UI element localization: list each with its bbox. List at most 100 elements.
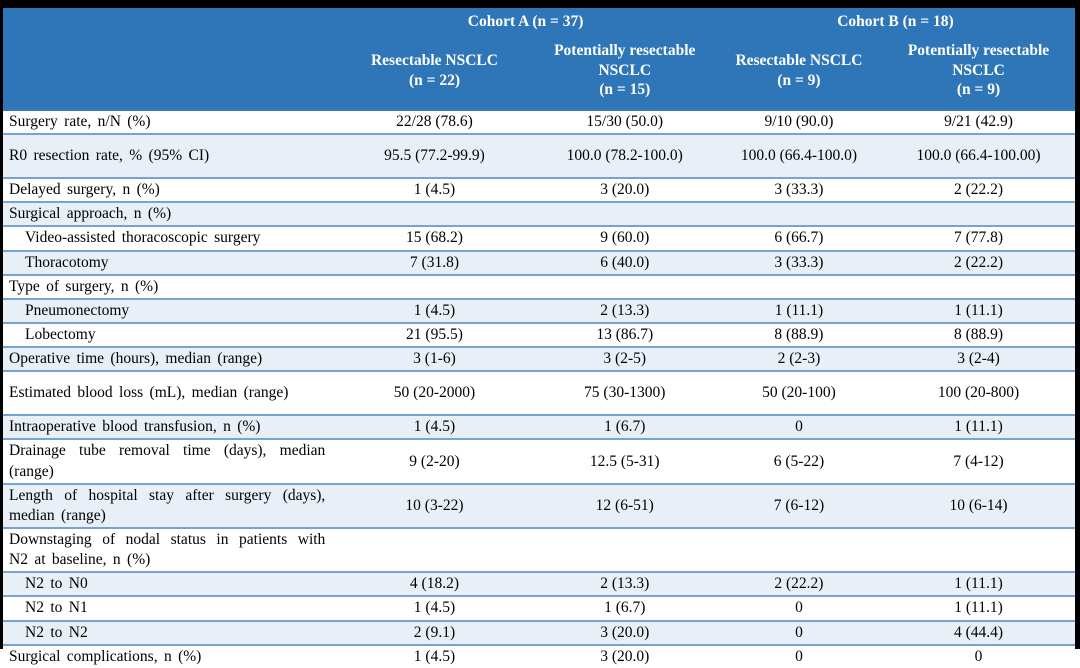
row-label: N2 to N1	[25, 599, 88, 617]
value-cell: 100.0 (66.4-100.0)	[740, 147, 858, 165]
value-cell: 9 (60.0)	[600, 229, 650, 247]
value-cell: 1 (11.1)	[954, 575, 1003, 593]
value-cell: 1 (4.5)	[413, 181, 456, 199]
column-n: (n = 9)	[956, 81, 1001, 99]
subgroup-header-row: Resectable NSCLC (n = 22) Potentially re…	[3, 32, 1075, 110]
value-cell	[335, 275, 533, 299]
value-cell: 21 (95.5)	[406, 326, 463, 344]
table-row: N2 to N2 2 (9.1) 3 (20.0) 0 4 (44.4)	[3, 620, 1075, 645]
value-cell	[534, 528, 716, 572]
row-label: Surgery rate, n/N (%)	[9, 113, 151, 130]
value-cell: 2 (13.3)	[600, 575, 650, 593]
value-cell: 7 (4-12)	[953, 452, 1004, 470]
value-cell: 3 (2-4)	[957, 350, 1000, 368]
value-cell: 1 (4.5)	[413, 599, 456, 617]
value-cell: 100 (20-800)	[937, 384, 1020, 402]
table-row: Video-assisted thoracoscopic surgery 15 …	[3, 226, 1075, 250]
table-row: N2 to N0 4 (18.2) 2 (13.3) 2 (22.2) 1 (1…	[3, 572, 1075, 597]
column-n: (n = 15)	[599, 81, 651, 99]
row-label: Length of hospital stay after surgery (d…	[9, 486, 326, 524]
value-cell	[882, 528, 1075, 572]
row-label: Delayed surgery, n (%)	[9, 181, 160, 199]
table-row: Operative time (hours), median (range) 3…	[3, 347, 1075, 372]
row-label: N2 to N2	[25, 623, 88, 641]
value-cell: 1 (4.5)	[413, 418, 456, 436]
value-cell: 8 (88.9)	[774, 326, 824, 344]
value-cell: 4 (44.4)	[953, 623, 1004, 641]
table-row: Lobectomy 21 (95.5) 13 (86.7) 8 (88.9) 8…	[3, 322, 1075, 347]
row-label: R0 resection rate, % (95% CI)	[9, 147, 210, 165]
value-cell: 75 (30-1300)	[584, 384, 666, 402]
value-cell: 50 (20-2000)	[393, 384, 476, 402]
row-label: Lobectomy	[25, 325, 96, 343]
row-label: Surgical approach, n (%)	[9, 205, 172, 223]
table-row: Drainage tube removal time (days), media…	[3, 439, 1075, 483]
value-cell: 1 (11.1)	[774, 301, 824, 319]
column-n: (n = 9)	[777, 71, 821, 89]
value-cell: 6 (66.7)	[774, 229, 824, 247]
value-cell: 10 (6-14)	[949, 496, 1008, 514]
row-label: Pneumonectomy	[25, 301, 130, 319]
value-cell: 12.5 (5-31)	[589, 452, 660, 470]
table-row: Delayed surgery, n (%) 1 (4.5) 3 (20.0) …	[3, 178, 1075, 202]
value-cell: 9/21 (42.9)	[944, 113, 1013, 131]
table-row: Intraoperative blood transfusion, n (%) …	[3, 415, 1075, 440]
value-cell: 9/10 (90.0)	[764, 113, 834, 131]
table-row: R0 resection rate, % (95% CI) 95.5 (77.2…	[3, 134, 1075, 179]
value-cell	[534, 275, 716, 299]
cohort-b-header: Cohort B (n = 18)	[715, 8, 1075, 32]
column-title: Potentially resectable NSCLC	[554, 42, 696, 79]
value-cell: 3 (2-5)	[603, 350, 647, 368]
value-cell: 3 (20.0)	[600, 647, 650, 665]
table-row: Estimated blood loss (mL), median (range…	[3, 371, 1075, 415]
column-header-resectable-b: Resectable NSCLC (n = 9)	[715, 32, 883, 110]
row-label: N2 to N0	[25, 575, 88, 593]
cohort-header-row: Cohort A (n = 37) Cohort B (n = 18)	[3, 8, 1075, 110]
column-header-potentially-resectable-a: Potentially resectable NSCLC (n = 15)	[533, 32, 716, 110]
value-cell: 7 (6-12)	[773, 496, 825, 514]
value-cell: 0	[795, 599, 803, 617]
value-cell	[716, 275, 882, 299]
row-label: Operative time (hours), median (range)	[9, 350, 263, 368]
row-label: Drainage tube removal time (days), media…	[9, 442, 326, 480]
row-label: Thoracotomy	[25, 253, 109, 271]
value-cell: 13 (86.7)	[596, 326, 654, 344]
value-cell: 1 (6.7)	[604, 599, 646, 617]
value-cell: 1 (4.5)	[413, 301, 456, 319]
row-label: Video-assisted thoracoscopic surgery	[25, 229, 261, 247]
value-cell: 3 (33.3)	[774, 181, 824, 199]
value-cell: 7 (31.8)	[409, 253, 459, 271]
value-cell: 3 (20.0)	[600, 181, 650, 199]
value-cell	[882, 202, 1075, 226]
surgical-outcomes-table: Cohort A (n = 37) Cohort B (n = 18) Rese…	[3, 8, 1075, 668]
table-row: Type of surgery, n (%)	[3, 274, 1075, 299]
value-cell: 15 (68.2)	[406, 229, 463, 247]
value-cell: 3 (33.3)	[774, 253, 824, 271]
column-title: Resectable NSCLC	[735, 52, 863, 70]
value-cell: 0	[795, 647, 803, 665]
value-cell: 50 (20-100)	[762, 384, 836, 402]
value-cell	[716, 528, 882, 572]
column-header-resectable-a: Resectable NSCLC (n = 22)	[335, 32, 534, 110]
value-cell: 7 (77.8)	[953, 229, 1004, 247]
value-cell: 2 (9.1)	[413, 623, 456, 641]
table-row: N2 to N1 1 (4.5) 1 (6.7) 0 1 (11.1)	[3, 596, 1075, 620]
value-cell: 22/28 (78.6)	[396, 113, 473, 131]
column-title: Potentially resectable NSCLC	[907, 42, 1050, 79]
table-row: Downstaging of nodal status in patients …	[3, 527, 1075, 572]
row-label: Type of surgery, n (%)	[9, 277, 159, 295]
row-label: Surgical complications, n (%)	[9, 647, 202, 665]
value-cell: 2 (22.2)	[953, 181, 1004, 199]
value-cell: 100.0 (78.2-100.0)	[566, 147, 683, 165]
value-cell: 4 (18.2)	[409, 575, 459, 593]
value-cell	[716, 202, 882, 226]
table-row: Length of hospital stay after surgery (d…	[3, 483, 1075, 528]
value-cell: 0	[974, 647, 983, 665]
value-cell: 1 (6.7)	[604, 418, 646, 436]
table-row: Pneumonectomy 1 (4.5) 2 (13.3) 1 (11.1) …	[3, 298, 1075, 323]
value-cell: 100.0 (66.4-100.00)	[916, 147, 1041, 165]
value-cell: 1 (11.1)	[954, 301, 1003, 319]
cohort-a-header: Cohort A (n = 37)	[335, 8, 716, 32]
value-cell	[335, 528, 533, 572]
